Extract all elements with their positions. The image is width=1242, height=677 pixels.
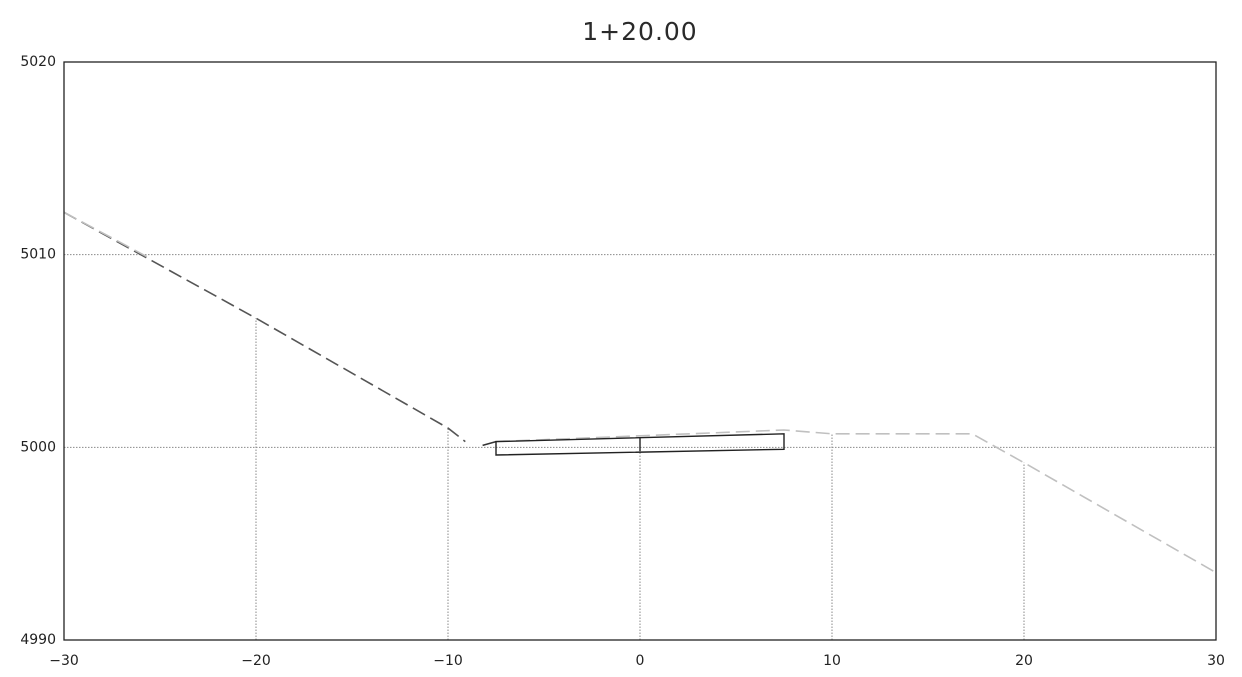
x-tick-label: 20 — [1015, 653, 1033, 669]
x-tick-label: −30 — [49, 653, 79, 669]
x-tick-label: 10 — [823, 653, 841, 669]
y-tick-label: 5010 — [20, 247, 56, 263]
series-line-0 — [63, 211, 466, 443]
series-line-1 — [63, 211, 151, 260]
y-axis-ticks: 4990 5000 5010 5020 — [20, 54, 56, 648]
y-tick-label: 5020 — [20, 54, 56, 70]
series-line-3 — [482, 440, 497, 447]
x-axis-ticks: −30 −20 −10 0 10 20 30 — [49, 653, 1225, 669]
x-tick-label: −20 — [241, 653, 271, 669]
series-layer — [63, 211, 1217, 574]
series-line-2 — [495, 429, 1217, 574]
x-tick-label: 30 — [1207, 653, 1225, 669]
chart-title: 1+20.00 — [582, 17, 697, 46]
plot-frame — [63, 61, 1217, 641]
x-tick-label: −10 — [433, 653, 463, 669]
x-tick-label: 0 — [636, 653, 645, 669]
road-template — [495, 433, 785, 456]
template-outline — [495, 433, 785, 456]
y-tick-label: 5000 — [20, 439, 56, 455]
y-tick-label: 4990 — [20, 632, 56, 648]
